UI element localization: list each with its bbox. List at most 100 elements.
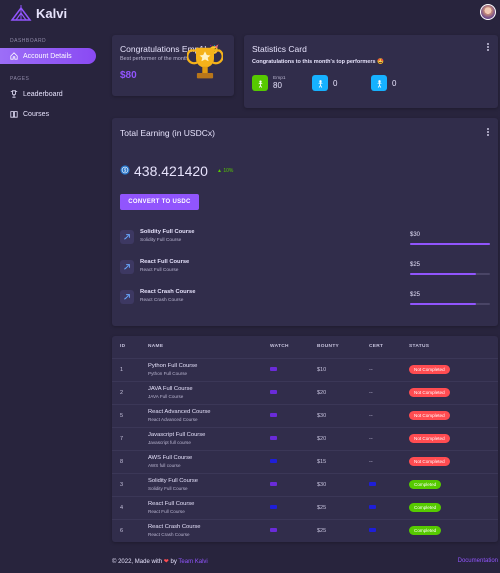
video-icon[interactable] (270, 527, 277, 532)
table-body: 1 Python Full Course Python Full Course … (112, 357, 498, 542)
video-icon[interactable] (270, 435, 277, 440)
more-options-icon[interactable] (487, 43, 490, 52)
certificate-icon[interactable] (369, 527, 376, 532)
cell-watch (262, 472, 309, 496)
course-progress-fill (410, 273, 477, 275)
cell-id: 7 (112, 426, 140, 450)
sidebar-item-courses[interactable]: Courses (0, 106, 104, 122)
cell-cert: -- (361, 426, 401, 450)
footer-team-link[interactable]: Team Kalvi (178, 559, 208, 565)
rocket-icon (120, 290, 134, 304)
table-header-row: ID NAME WATCH BOUNTY CERT STATUS (112, 336, 498, 358)
cell-bounty: $25 (309, 495, 361, 519)
heart-icon: ❤ (163, 559, 169, 565)
status-badge: Not Completed (409, 457, 450, 466)
course-sub: React Crash Course (140, 298, 184, 303)
sidebar-item-account-details[interactable]: Account Details (0, 48, 96, 64)
earning-title: Total Earning (in USDCx) (120, 128, 215, 138)
certificate-icon[interactable] (369, 481, 376, 486)
video-icon[interactable] (270, 481, 277, 486)
cell-status: Not Completed (401, 380, 498, 404)
stats-title: Statistics Card (252, 44, 307, 54)
col-bounty: BOUNTY (317, 344, 340, 350)
course-progress-fill (410, 303, 477, 305)
footer-copyright: © 2022, Made with (112, 559, 163, 565)
status-badge: Not Completed (409, 388, 450, 397)
video-icon[interactable] (270, 366, 277, 371)
video-icon[interactable] (270, 458, 277, 463)
col-status: STATUS (409, 344, 430, 350)
total-earning-card: Total Earning (in USDCx) $ 438.421420 ▲ … (112, 118, 498, 326)
cell-id: 2 (112, 380, 140, 404)
app-logo[interactable]: Kalvi (10, 4, 67, 22)
trophy-icon (187, 47, 223, 79)
cell-status: Not Completed (401, 357, 498, 381)
more-options-icon[interactable] (487, 128, 490, 137)
table-row: 2 JAVA Full Course JAVA Full Course $20 … (112, 380, 498, 404)
status-badge: Completed (409, 480, 442, 489)
cell-id: 4 (112, 495, 140, 519)
user-avatar[interactable] (480, 4, 496, 20)
course-title: React Advanced Course (148, 409, 211, 415)
cell-cert: -- (361, 403, 401, 427)
col-cert: CERT (369, 344, 384, 350)
cell-watch (262, 403, 309, 427)
col-id: ID (120, 344, 126, 350)
course-amount: $30 (410, 232, 421, 238)
courses-table: ID NAME WATCH BOUNTY CERT STATUS 1 Pytho… (112, 336, 498, 542)
book-icon (10, 111, 18, 118)
documentation-link[interactable]: Documentation (457, 558, 498, 564)
cell-cert: -- (361, 357, 401, 381)
sidebar-section-dashboard: DASHBOARD (10, 38, 47, 44)
cell-status: Completed (401, 495, 498, 519)
table-row: 8 AWS Full Course AWS full course $15 --… (112, 449, 498, 473)
earning-change: ▲ 10% (217, 168, 233, 174)
cell-name: JAVA Full Course JAVA Full Course (140, 380, 262, 404)
home-icon (10, 52, 18, 60)
course-title: AWS Full Course (148, 455, 193, 461)
usdc-coin-icon: $ (120, 165, 130, 175)
cell-name: Javascript Full Course Javascript full c… (140, 426, 262, 450)
cell-bounty: $15 (309, 449, 361, 473)
footer-by: by (170, 559, 177, 565)
video-icon[interactable] (270, 504, 277, 509)
person-icon (312, 75, 328, 91)
convert-to-usdc-button[interactable]: CONVERT TO USDC (120, 194, 199, 210)
app-name: Kalvi (36, 5, 68, 21)
course-progress-bar (410, 243, 490, 245)
congrats-subtitle: Best performer of the month (120, 56, 189, 62)
cert-value: -- (369, 435, 373, 442)
course-title: Solidity Full Course (148, 478, 198, 484)
cell-id: 5 (112, 403, 140, 427)
video-icon[interactable] (270, 389, 277, 394)
cell-bounty: $20 (309, 380, 361, 404)
certificate-icon[interactable] (369, 504, 376, 509)
stat-item: 0 (371, 75, 396, 91)
course-title: Python Full Course (148, 363, 198, 369)
cert-value: -- (369, 366, 373, 373)
cell-name: AWS Full Course AWS full course (140, 449, 262, 473)
cert-value: -- (369, 412, 373, 419)
course-sub: Solidity Full Course (140, 238, 182, 243)
courses-table-card: ID NAME WATCH BOUNTY CERT STATUS 1 Pytho… (112, 336, 498, 542)
stat-value: 0 (392, 78, 397, 88)
sidebar-item-leaderboard[interactable]: Leaderboard (0, 86, 104, 102)
table-row: 1 Python Full Course Python Full Course … (112, 357, 498, 381)
stat-value: 80 (273, 81, 282, 90)
table-row: 5 React Advanced Course React Advanced C… (112, 403, 498, 427)
cell-cert: -- (361, 449, 401, 473)
cell-name: Python Full Course Python Full Course (140, 357, 262, 381)
cell-watch (262, 380, 309, 404)
cell-bounty: $20 (309, 426, 361, 450)
svg-text:$: $ (124, 168, 127, 173)
cell-watch (262, 495, 309, 519)
rocket-icon (120, 260, 134, 274)
cell-cert: -- (361, 380, 401, 404)
course-title: React Crash Course (148, 524, 201, 531)
course-title: Javascript Full Course (148, 432, 206, 438)
course-amount: $25 (410, 292, 421, 298)
cell-watch (262, 518, 309, 542)
table-row: 4 React Full Course React Full Course $2… (112, 495, 498, 519)
stats-subtitle: Congratulations to this month's top perf… (252, 59, 384, 65)
video-icon[interactable] (270, 412, 277, 417)
